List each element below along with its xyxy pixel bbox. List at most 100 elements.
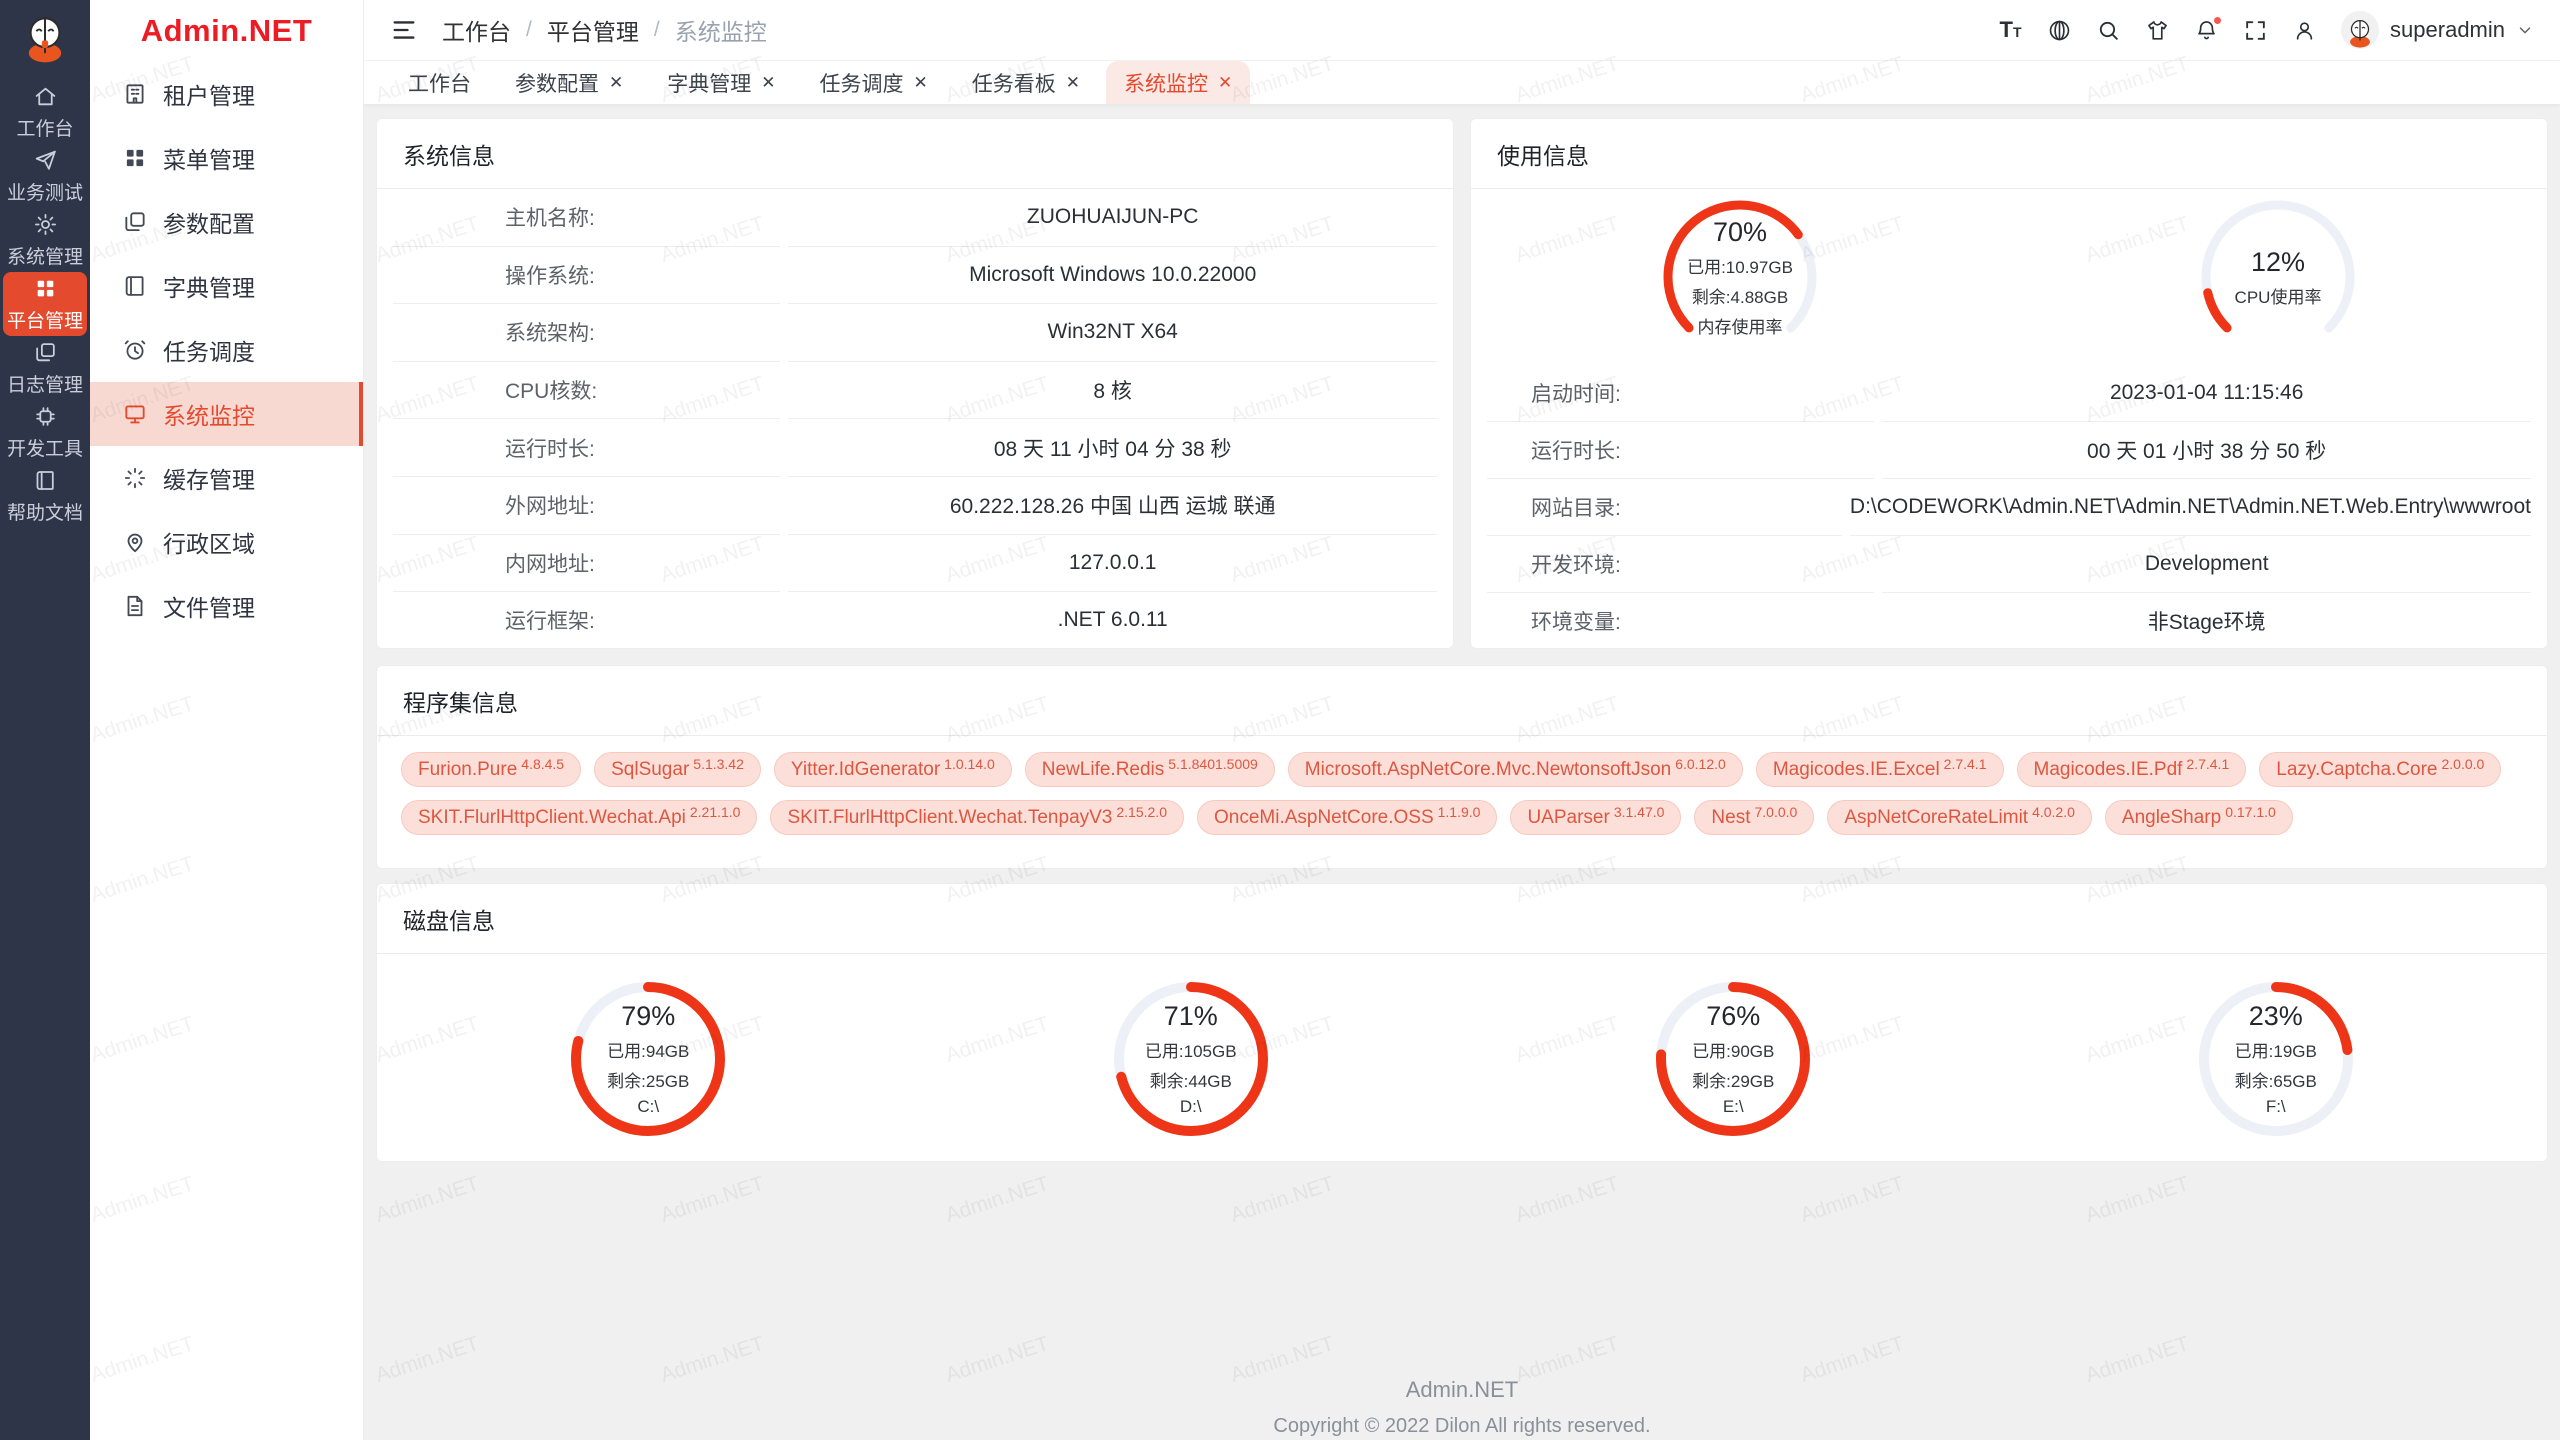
copy-docs-icon <box>125 212 145 232</box>
chevron-down-icon <box>2519 27 2531 34</box>
assembly-tag[interactable]: Microsoft.AspNetCore.Mvc.NewtonsoftJson 6… <box>1287 752 1743 787</box>
profile-icon-button[interactable] <box>2292 18 2317 43</box>
info-value: 2023-01-04 11:15:46 <box>1882 365 2531 422</box>
tab-close-icon[interactable]: ✕ <box>913 73 928 92</box>
tag-version: 6.0.12.0 <box>1675 756 1726 772</box>
card-title: 系统信息 <box>377 119 1453 189</box>
tag-version: 4.0.2.0 <box>2032 804 2075 820</box>
book-icon <box>125 276 144 296</box>
rail-item-dev-tools[interactable]: 开发工具 <box>3 400 87 464</box>
tab-close-icon[interactable]: ✕ <box>1218 73 1233 92</box>
location-pin-icon <box>127 533 143 553</box>
rail-item-label: 帮助文档 <box>6 502 83 524</box>
sidebar-item-menu-mgmt[interactable]: 菜单管理 <box>90 126 363 190</box>
sidebar-item-cache-mgmt[interactable]: 缓存管理 <box>90 446 363 510</box>
tag-version: 2.7.4.1 <box>2186 756 2230 772</box>
tab-close-icon[interactable]: ✕ <box>609 73 624 92</box>
assembly-tag[interactable]: Lazy.Captcha.Core 2.0.0.0 <box>2259 752 2502 787</box>
sidebar-fold-icon[interactable] <box>390 16 418 44</box>
search-button[interactable] <box>2096 18 2121 43</box>
assembly-tag[interactable]: Yitter.IdGenerator 1.0.14.0 <box>773 752 1012 787</box>
info-label: 开发环境: <box>1487 536 1875 593</box>
rail-item-business-test[interactable]: 业务测试 <box>3 144 87 208</box>
info-value: ZUOHUAIJUN-PC <box>788 189 1437 247</box>
gauge-drive: C:\ <box>637 1096 660 1116</box>
assembly-tag[interactable]: Magicodes.IE.Pdf 2.7.4.1 <box>2016 752 2247 787</box>
book-icon <box>36 470 54 490</box>
breadcrumb-separator: / <box>653 18 660 41</box>
gauge-drive: D:\ <box>1179 1096 1202 1116</box>
assembly-tag[interactable]: OnceMi.AspNetCore.OSS 1.1.9.0 <box>1196 800 1498 835</box>
breadcrumb-item[interactable]: 工作台 <box>442 19 511 45</box>
user-menu[interactable]: superadmin <box>2341 11 2534 49</box>
rail-item-help-docs[interactable]: 帮助文档 <box>3 464 87 528</box>
tag-version: 2.7.4.1 <box>1943 756 1987 772</box>
info-value: 127.0.0.1 <box>788 535 1437 593</box>
tab-task-scheduler[interactable]: 任务调度 ✕ <box>802 61 946 104</box>
usage-gauges: 70% 已用:10.97GB 剩余:4.88GB 内存使用率 <box>1471 189 2547 365</box>
assembly-tag[interactable]: Furion.Pure 4.8.4.5 <box>401 752 582 787</box>
tab-param-config[interactable]: 参数配置 ✕ <box>497 61 641 104</box>
assembly-tag[interactable]: Magicodes.IE.Excel 2.7.4.1 <box>1755 752 2004 787</box>
rail-item-platform-mgmt[interactable]: 平台管理 <box>3 272 87 336</box>
mascot-logo-icon[interactable] <box>18 12 72 66</box>
tab-dict-mgmt[interactable]: 字典管理 ✕ <box>649 61 793 104</box>
sidebar-item-file-mgmt[interactable]: 文件管理 <box>90 574 363 638</box>
assembly-tag[interactable]: Nest 7.0.0.0 <box>1694 800 1815 835</box>
tab-workbench[interactable]: 工作台 <box>390 61 489 104</box>
card-title: 使用信息 <box>1471 119 2547 189</box>
fullscreen-button[interactable] <box>2243 18 2268 43</box>
footer-copyright: Copyright © 2022 Dilon All rights reserv… <box>1273 1415 1651 1437</box>
info-row: 网站目录: D:\CODEWORK\Admin.NET\Admin.NET\Adm… <box>1471 479 2547 536</box>
tab-close-icon[interactable]: ✕ <box>761 73 776 92</box>
tag-version: 4.8.4.5 <box>521 756 565 772</box>
tag-version: 7.0.0.0 <box>1754 804 1798 820</box>
gauge-percent: 71% <box>1163 1000 1218 1031</box>
tag-version: 0.17.1.0 <box>2225 804 2276 820</box>
tag-name: UAParser <box>1527 807 1610 828</box>
info-row: CPU核数: 8 核 <box>377 362 1453 420</box>
language-button[interactable] <box>2047 18 2072 43</box>
tab-close-icon[interactable]: ✕ <box>1065 73 1080 92</box>
info-label: 操作系统: <box>393 247 781 305</box>
sidebar-item-admin-region[interactable]: 行政区域 <box>90 510 363 574</box>
app-logo[interactable]: Admin.NET <box>140 13 313 48</box>
gauge-percent: 12% <box>2250 246 2306 277</box>
sidebar-item-label: 菜单管理 <box>163 147 255 173</box>
sidebar-item-label: 租户管理 <box>163 83 255 109</box>
assembly-tag[interactable]: SKIT.FlurlHttpClient.Wechat.TenpayV3 2.15… <box>770 800 1184 835</box>
cpu-gauge: 12% CPU使用率 <box>2009 189 2547 365</box>
theme-skin-button[interactable] <box>2145 18 2170 43</box>
assembly-tag[interactable]: UAParser 3.1.47.0 <box>1510 800 1682 835</box>
sidebar-item-label: 任务调度 <box>163 339 255 365</box>
sidebar-item-dict-mgmt[interactable]: 字典管理 <box>90 254 363 318</box>
gauge-line: 内存使用率 <box>1697 317 1783 337</box>
breadcrumb-item[interactable]: 平台管理 <box>546 19 639 45</box>
info-value: D:\CODEWORK\Admin.NET\Admin.NET\Admin.NE… <box>1849 479 2531 536</box>
assembly-tag[interactable]: NewLife.Redis 5.1.8401.5009 <box>1024 752 1275 787</box>
rail-item-system-mgmt[interactable]: 系统管理 <box>3 208 87 272</box>
info-label: 主机名称: <box>393 189 781 247</box>
rail-item-log-mgmt[interactable]: 日志管理 <box>3 336 87 400</box>
chip-icon <box>35 406 55 426</box>
assembly-tag[interactable]: AngleSharp 0.17.1.0 <box>2104 800 2293 835</box>
assembly-tag[interactable]: AspNetCoreRateLimit 4.0.2.0 <box>1827 800 2092 835</box>
notifications-button[interactable] <box>2194 14 2224 43</box>
tab-system-monitor[interactable]: 系统监控 ✕ <box>1106 61 1251 104</box>
tag-version: 1.1.9.0 <box>1437 804 1481 820</box>
sidebar-item-param-config[interactable]: 参数配置 <box>90 190 363 254</box>
font-size-button[interactable]: TT <box>1999 17 2022 42</box>
username-label: superadmin <box>2390 17 2505 42</box>
rail-item-workbench[interactable]: 工作台 <box>3 80 87 144</box>
assembly-tag[interactable]: SKIT.FlurlHttpClient.Wechat.Api 2.21.1.0 <box>401 800 758 835</box>
sidebar-item-task-scheduler[interactable]: 任务调度 <box>90 318 363 382</box>
page-footer: Admin.NET Copyright © 2022 Dilon All rig… <box>376 1377 2548 1438</box>
gauge-line: 剩余:65GB <box>2234 1071 2317 1091</box>
sidebar-item-tenant-mgmt[interactable]: 租户管理 <box>90 62 363 126</box>
info-value: 00 天 01 小时 38 分 50 秒 <box>1882 422 2531 479</box>
assembly-tag[interactable]: SqlSugar 5.1.3.42 <box>594 752 761 787</box>
sidebar-item-system-monitor[interactable]: 系统监控 <box>90 382 363 446</box>
info-row: 运行时长: 00 天 01 小时 38 分 50 秒 <box>1471 422 2547 479</box>
grid-icon <box>126 149 144 167</box>
tab-task-board[interactable]: 任务看板 ✕ <box>954 61 1098 104</box>
